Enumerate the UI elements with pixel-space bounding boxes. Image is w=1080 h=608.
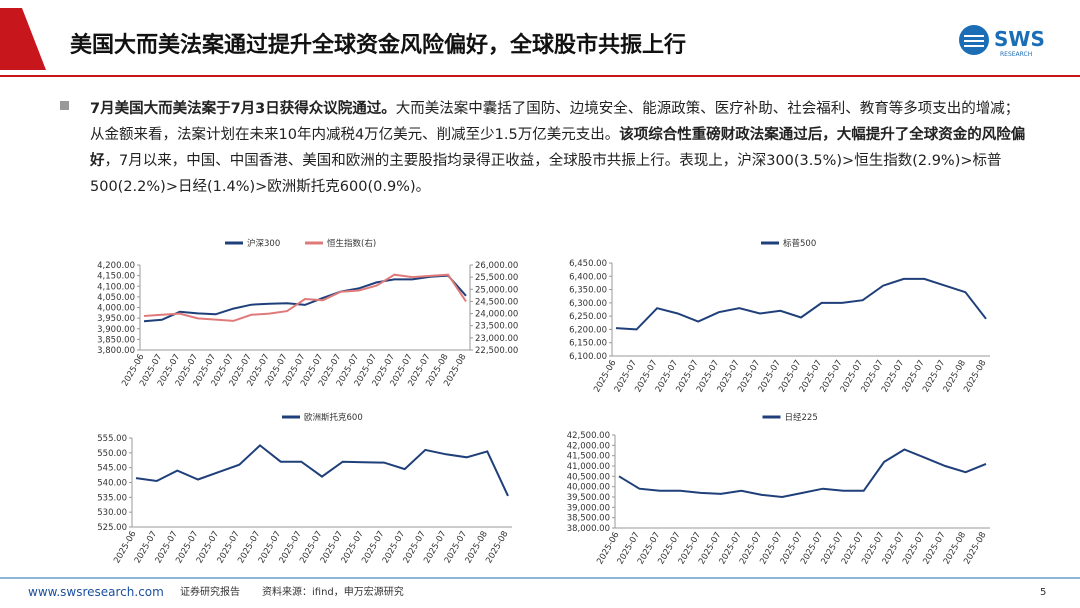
y2-tick-label: 25,500.00: [475, 273, 518, 283]
y-tick-label: 4,000.00: [97, 304, 135, 314]
y-tick-label: 38,500.00: [567, 514, 610, 524]
legend-label: 标普500: [783, 238, 816, 249]
logo-sub: RESEARCH: [1000, 51, 1032, 58]
body-segment: 该项综合性重磅财政法案通过后，大幅提升了全球资金的风险偏好: [90, 127, 1026, 169]
series-line: [135, 444, 509, 497]
logo-text: SWS: [994, 27, 1045, 51]
series-line: [618, 448, 987, 499]
body-segment: 7月美国大而美法案于7月3日获得众议院通过。: [90, 101, 396, 117]
y-tick-label: 6,250.00: [569, 312, 607, 322]
y-tick-label: 38,000.00: [567, 524, 610, 534]
y-tick-label: 555.00: [97, 434, 127, 444]
body-segment: 大而美法案中囊括了国防、边境安全、能源政策、医疗补助、社会福利、教育等多项支出的…: [90, 101, 1020, 143]
logo-lines: [964, 35, 984, 47]
y-tick-label: 41,000.00: [567, 462, 610, 472]
y-tick-label: 6,350.00: [569, 286, 607, 296]
y-tick-label: 545.00: [97, 464, 127, 474]
y-tick-label: 3,950.00: [97, 314, 135, 324]
y2-tick-label: 22,500.00: [475, 346, 518, 356]
y2-tick-label: 23,000.00: [475, 334, 518, 344]
y2-tick-label: 25,000.00: [475, 285, 518, 295]
page-number: 5: [1040, 587, 1046, 598]
y-tick-label: 42,000.00: [567, 441, 610, 451]
y-tick-label: 4,100.00: [97, 282, 135, 292]
y-tick-label: 40,500.00: [567, 472, 610, 482]
series-line: [615, 277, 987, 331]
y-tick-label: 525.00: [97, 523, 127, 533]
y-tick-label: 4,050.00: [97, 293, 135, 303]
footer-url: www.swsresearch.com: [28, 585, 164, 599]
y2-tick-label: 24,500.00: [475, 297, 518, 307]
y-tick-label: 39,500.00: [567, 493, 610, 503]
legend-label: 恒生指数(右): [327, 238, 376, 249]
y-tick-label: 3,800.00: [97, 346, 135, 356]
y2-tick-label: 23,500.00: [475, 322, 518, 332]
series-line: [143, 273, 467, 322]
y-tick-label: 3,850.00: [97, 335, 135, 345]
y-tick-label: 4,150.00: [97, 272, 135, 282]
y-tick-label: 550.00: [97, 449, 127, 459]
body-text: 7月美国大而美法案于7月3日获得众议院通过。大而美法案中囊括了国防、边境安全、能…: [90, 96, 1030, 200]
legend-label: 欧洲斯托克600: [304, 412, 363, 423]
slide-title: 美国大而美法案通过提升全球资金风险偏好，全球股市共振上行: [70, 32, 686, 58]
y2-tick-label: 24,000.00: [475, 310, 518, 320]
footer-source: 资料来源：ifind，申万宏源研究: [262, 585, 404, 598]
footer-label: 证券研究报告: [180, 585, 240, 598]
header-accent: [0, 8, 46, 70]
y-tick-label: 530.00: [97, 508, 127, 518]
y-tick-label: 540.00: [97, 479, 127, 489]
series-line: [143, 274, 467, 323]
y-tick-label: 535.00: [97, 493, 127, 503]
bullet: [60, 101, 69, 110]
y-tick-label: 42,500.00: [567, 431, 610, 441]
body-segment: ，7月以来，中国、中国香港、美国和欧洲的主要股指均录得正收益，全球股市共振上行。…: [90, 153, 1002, 195]
legend-label: 沪深300: [247, 238, 280, 249]
y-tick-label: 4,200.00: [97, 261, 135, 271]
y-tick-label: 41,500.00: [567, 452, 610, 462]
y-tick-label: 6,200.00: [569, 325, 607, 335]
y2-tick-label: 26,000.00: [475, 261, 518, 271]
y-tick-label: 6,300.00: [569, 299, 607, 309]
y-tick-label: 3,900.00: [97, 325, 135, 335]
legend-label: 日经225: [785, 412, 818, 423]
y-tick-label: 6,150.00: [569, 339, 607, 349]
y-tick-label: 6,100.00: [569, 352, 607, 362]
y-tick-label: 39,000.00: [567, 503, 610, 513]
y-tick-label: 40,000.00: [567, 483, 610, 493]
y-tick-label: 6,400.00: [569, 272, 607, 282]
y-tick-label: 6,450.00: [569, 259, 607, 269]
